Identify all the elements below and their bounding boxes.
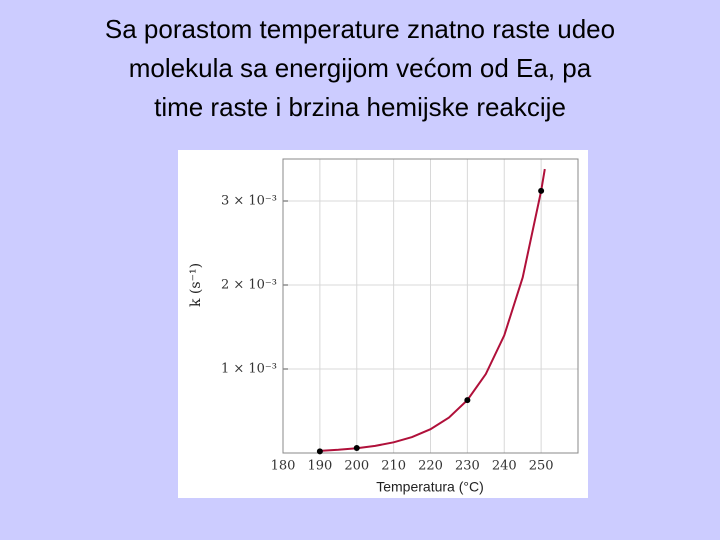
data-point [316,448,323,455]
title-line: time raste i brzina hemijske reakcije [154,92,566,122]
data-point [464,397,471,404]
title-line: Sa porastom temperature znatno raste ude… [105,14,615,44]
y-axis-label: k (s⁻¹) [188,263,204,307]
x-tick-label: 200 [344,459,369,474]
x-tick-label: 250 [529,459,554,474]
y-tick-label: 3 × 10⁻³ [221,194,277,209]
x-axis-label: Temperatura (°C) [376,479,484,495]
title-line: molekula sa energijom većom od Ea, pa [129,53,592,83]
x-tick-label: 230 [455,459,480,474]
x-tick-label: 210 [381,459,406,474]
y-tick-label: 2 × 10⁻³ [221,278,277,293]
y-tick-label: 1 × 10⁻³ [221,362,277,377]
curve [319,168,546,452]
x-tick-label: 220 [418,459,443,474]
data-point [538,187,545,194]
x-tick-label: 190 [307,459,332,474]
data-point [353,444,360,451]
x-tick-label: 240 [492,459,517,474]
chart-background [178,150,588,498]
x-tick-label: 180 [271,459,296,474]
plot-frame [282,158,579,454]
